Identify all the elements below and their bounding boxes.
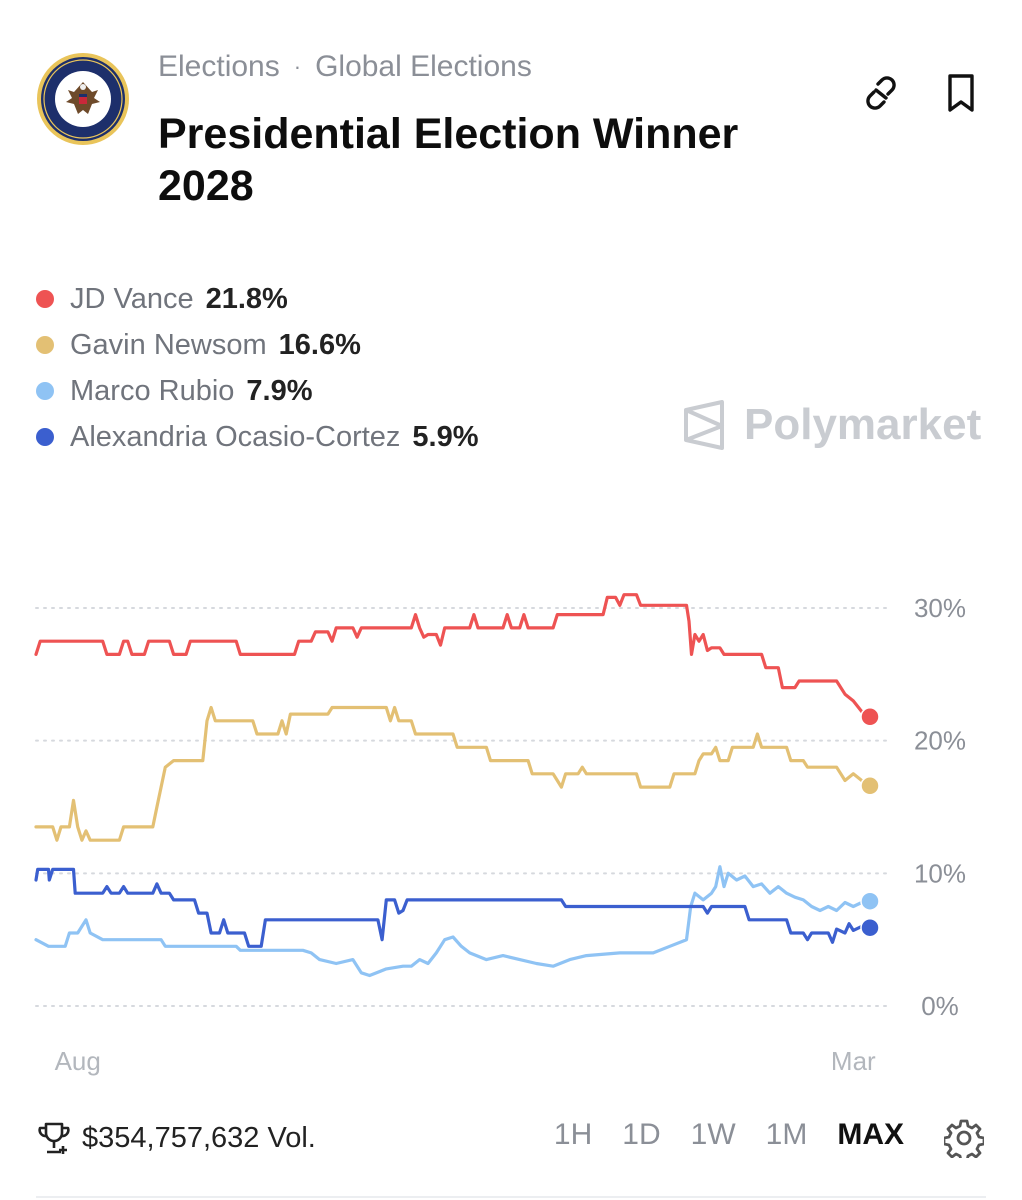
chart-legend: JD Vance 21.8% Gavin Newsom 16.6% Marco … <box>36 276 479 460</box>
breadcrumb-separator: · <box>293 54 302 79</box>
legend-dot <box>36 336 54 354</box>
series-end-point <box>860 891 880 911</box>
x-tick-label: Mar <box>831 1046 876 1076</box>
bookmark-icon[interactable] <box>938 70 984 116</box>
series-line <box>34 705 872 842</box>
time-range-selector: 1H 1D 1W 1M MAX <box>554 1118 904 1152</box>
link-icon[interactable] <box>858 70 904 116</box>
polymarket-watermark: Polymarket <box>680 400 981 450</box>
legend-name: Marco Rubio <box>70 374 235 407</box>
legend-dot <box>36 382 54 400</box>
y-tick-label: 30% <box>914 593 966 623</box>
legend-name: Alexandria Ocasio-Cortez <box>70 420 401 453</box>
polymarket-logo-icon <box>684 400 724 450</box>
legend-item-aoc[interactable]: Alexandria Ocasio-Cortez 5.9% <box>36 414 479 460</box>
legend-value: 5.9% <box>412 420 479 453</box>
presidential-seal-logo <box>37 53 129 145</box>
legend-name: Gavin Newsom <box>70 328 267 361</box>
legend-dot <box>36 290 54 308</box>
legend-value: 21.8% <box>205 282 288 315</box>
y-tick-label: 0% <box>921 991 959 1021</box>
range-1h[interactable]: 1H <box>553 1118 593 1151</box>
series-end-point <box>860 776 880 796</box>
legend-item-jd-vance[interactable]: JD Vance 21.8% <box>36 276 479 322</box>
volume-display: $354,757,632 Vol. <box>36 1120 316 1156</box>
watermark-text: Polymarket <box>744 400 982 449</box>
legend-value: 16.6% <box>278 328 361 361</box>
chart-footer: $354,757,632 Vol. 1H 1D 1W 1M MAX <box>0 1110 1022 1170</box>
gear-icon[interactable] <box>944 1118 984 1158</box>
divider <box>36 1196 986 1198</box>
legend-name: JD Vance <box>70 282 194 315</box>
breadcrumb-elections[interactable]: Elections <box>158 50 280 83</box>
legend-value: 7.9% <box>246 374 313 407</box>
breadcrumb-global-elections[interactable]: Global Elections <box>315 50 532 83</box>
series-line <box>34 865 872 978</box>
breadcrumb: Elections · Global Elections <box>158 50 532 84</box>
trophy-icon <box>38 1122 70 1154</box>
legend-item-marco-rubio[interactable]: Marco Rubio 7.9% <box>36 368 479 414</box>
range-1m[interactable]: 1M <box>765 1118 808 1151</box>
series-line <box>34 593 872 719</box>
range-1d[interactable]: 1D <box>622 1118 661 1151</box>
y-tick-label: 10% <box>914 858 966 888</box>
page-title: Presidential Election Winner 2028 <box>158 110 739 210</box>
range-max[interactable]: MAX <box>837 1118 904 1151</box>
legend-dot <box>36 428 54 446</box>
legend-item-gavin-newsom[interactable]: Gavin Newsom 16.6% <box>36 322 479 368</box>
y-tick-label: 20% <box>914 726 966 756</box>
range-1w[interactable]: 1W <box>690 1118 736 1151</box>
series-end-point <box>860 707 880 727</box>
series-line <box>34 867 872 948</box>
volume-text: $354,757,632 Vol. <box>82 1121 316 1154</box>
price-chart[interactable]: 30% 20% 10% 0% Aug Mar <box>0 560 1022 1080</box>
x-tick-label: Aug <box>55 1046 101 1076</box>
series-end-point <box>860 917 880 938</box>
